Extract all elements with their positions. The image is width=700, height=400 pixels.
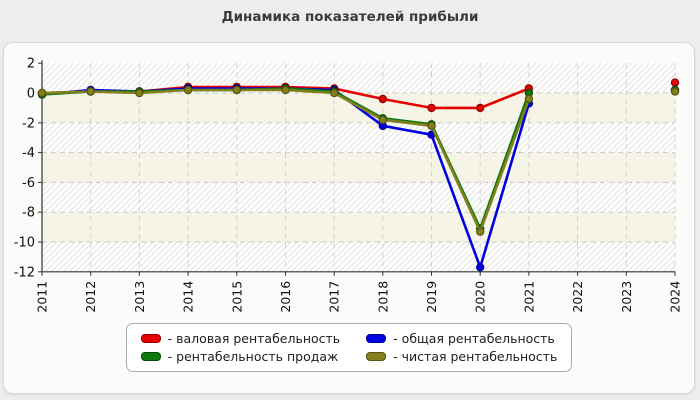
x-tick-label: 2013 <box>132 281 147 313</box>
legend-label: - чистая рентабельность <box>393 349 558 364</box>
plot-band <box>42 152 675 183</box>
legend-swatch-total <box>366 334 387 343</box>
y-tick-label: -6 <box>22 176 35 191</box>
data-point <box>330 88 339 98</box>
legend-swatch-gross <box>140 334 161 343</box>
x-tick-label: 2022 <box>570 281 585 313</box>
y-tick-label: -8 <box>22 206 35 221</box>
x-tick-label: 2014 <box>181 281 196 313</box>
data-point <box>135 88 144 98</box>
plot-band <box>42 242 675 272</box>
legend-item-sales-margin: - рентабельность продаж <box>140 349 341 364</box>
legend-label: - валовая рентабельность <box>167 331 341 346</box>
y-tick-label: 0 <box>27 87 35 102</box>
x-tick-label: 2018 <box>375 281 390 313</box>
data-point <box>281 85 290 95</box>
x-tick-label: 2024 <box>668 281 683 313</box>
data-point <box>670 78 680 87</box>
data-point <box>86 87 95 96</box>
x-tick-label: 2012 <box>83 281 98 313</box>
plot-band <box>42 63 675 93</box>
data-point <box>670 87 680 96</box>
chart-card: 2 0 -2 -4 -6 -8 -10 -12 2011 2012 2013 2014 2015 2016… <box>3 42 695 394</box>
legend-item-gross-margin: - валовая рентабельность <box>140 331 341 346</box>
data-point <box>427 121 436 131</box>
data-point <box>427 103 436 113</box>
legend-item-net-margin: - чистая рентабельность <box>366 349 557 364</box>
legend-label: - общая рентабельность <box>393 331 555 346</box>
data-point <box>476 263 485 272</box>
y-tick-label: -12 <box>14 265 35 280</box>
data-point <box>37 88 47 98</box>
data-point <box>427 130 436 139</box>
y-tick-label: 2 <box>27 57 35 72</box>
plot-band <box>42 122 675 153</box>
x-tick-label: 2021 <box>521 281 536 313</box>
data-point <box>232 85 241 95</box>
data-point <box>476 103 485 113</box>
x-tick-label: 2020 <box>473 281 488 313</box>
y-tick-label: -2 <box>22 116 35 131</box>
x-tick-label: 2016 <box>278 281 293 313</box>
legend-swatch-sales <box>140 352 161 361</box>
data-point <box>378 115 387 125</box>
chart-legend: - валовая рентабельность - общая рентабе… <box>125 323 573 372</box>
x-tick-label: 2019 <box>424 281 439 313</box>
plot-band <box>42 182 675 213</box>
x-tick-label: 2017 <box>327 281 342 313</box>
x-tick-label: 2023 <box>619 281 634 313</box>
legend-label: - рентабельность продаж <box>167 349 339 364</box>
data-point <box>524 94 534 104</box>
legend-item-total-margin: - общая рентабельность <box>366 331 557 346</box>
x-tick-label: 2015 <box>229 281 244 313</box>
y-tick-label: -4 <box>22 146 35 161</box>
y-tick-label: -10 <box>14 236 35 251</box>
plot-band <box>42 212 675 242</box>
legend-swatch-net <box>366 352 387 361</box>
data-point <box>476 227 485 236</box>
data-point <box>378 94 387 104</box>
chart-title: Динамика показателей прибыли <box>221 9 479 25</box>
data-point <box>183 85 193 95</box>
x-tick-label: 2011 <box>35 281 50 313</box>
